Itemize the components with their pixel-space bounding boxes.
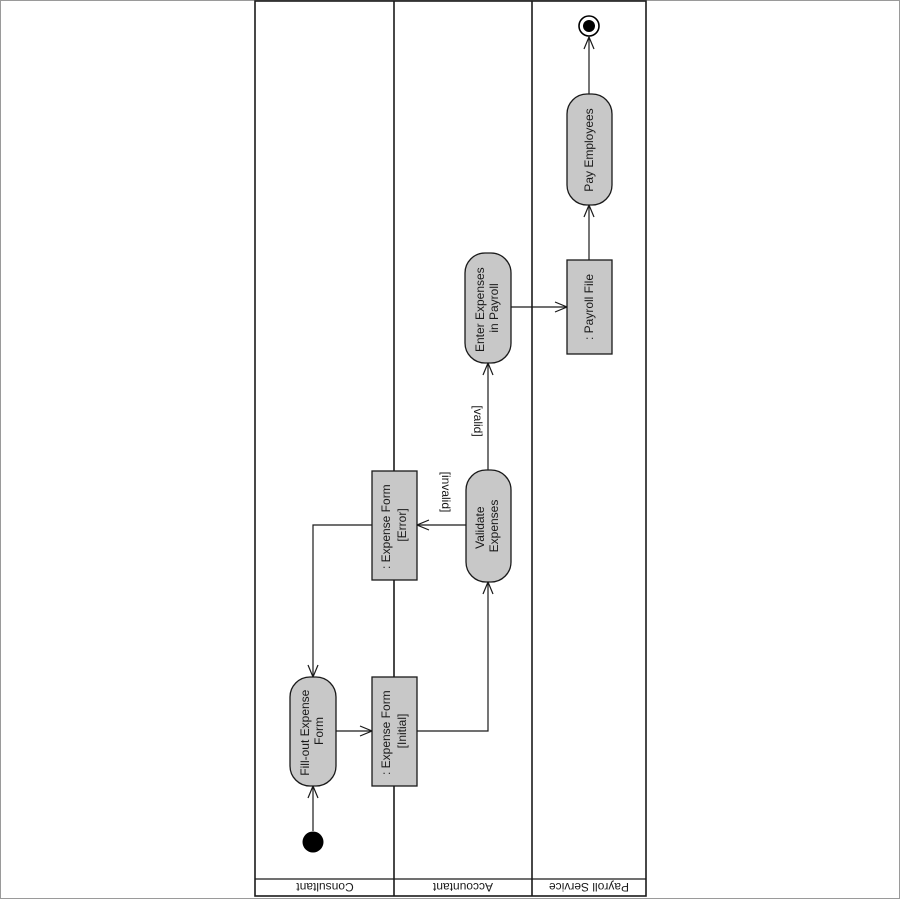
svg-text:: Expense Form [Error]: : Expense Form [Error] <box>379 481 409 569</box>
node-label-line: Expenses <box>487 500 501 553</box>
node-label-line: : Expense Form <box>379 484 393 569</box>
action-fill-out-expense-form: Fill-out Expense Form <box>289 676 337 787</box>
action-enter-expenses-in-payroll: Enter Expenses in Payroll <box>464 252 512 364</box>
swimlane-frame <box>254 0 647 897</box>
object-expense-form-initial: : Expense Form [Initial] <box>371 676 418 787</box>
svg-text:Validate Expenses: Validate Expenses <box>473 500 501 553</box>
svg-text:: Payroll File: : Payroll File <box>582 274 596 340</box>
node-label-line: Enter Expenses <box>473 267 487 352</box>
lane-label-consultant: Consultant <box>296 880 354 894</box>
node-label-line: Pay Employees <box>582 108 596 191</box>
object-expense-form-error: : Expense Form [Error] <box>371 470 418 581</box>
guard-valid: [valid] <box>471 405 485 436</box>
node-label-line: : Payroll File <box>582 274 596 340</box>
flow-form-initial-to-validate <box>417 582 488 732</box>
node-label-line: [Initial] <box>395 714 409 749</box>
action-pay-employees: Pay Employees <box>566 93 613 206</box>
final-node-inner <box>583 20 595 32</box>
initial-node <box>302 831 324 853</box>
svg-text:: Expense Form [Initial]: : Expense Form [Initial] <box>379 687 409 775</box>
lane-label-payroll-service: Payroll Service <box>549 880 629 894</box>
node-label-line: Validate <box>473 506 487 549</box>
node-label-line: in Payroll <box>487 283 501 332</box>
flow-form-error-to-fill-out <box>313 524 372 677</box>
node-label-line: Form <box>312 717 326 745</box>
guard-invalid: [invalid] <box>439 472 453 513</box>
node-label-line: Fill-out Expense <box>298 689 312 775</box>
action-validate-expenses: Validate Expenses <box>465 469 512 583</box>
object-payroll-file: : Payroll File <box>566 259 613 355</box>
node-label-line: [Error] <box>395 508 409 541</box>
lane-label-accountant: Accountant <box>432 880 493 894</box>
svg-text:Enter Expenses in Payrol: Enter Expenses in Payroll <box>473 264 501 352</box>
flows <box>313 37 589 831</box>
node-label-line: : Expense Form <box>379 690 393 775</box>
svg-text:Fill-out Expense Form: Fill-out Expense Form <box>298 686 326 775</box>
svg-text:Pay Employees: Pay Employees <box>582 108 596 191</box>
